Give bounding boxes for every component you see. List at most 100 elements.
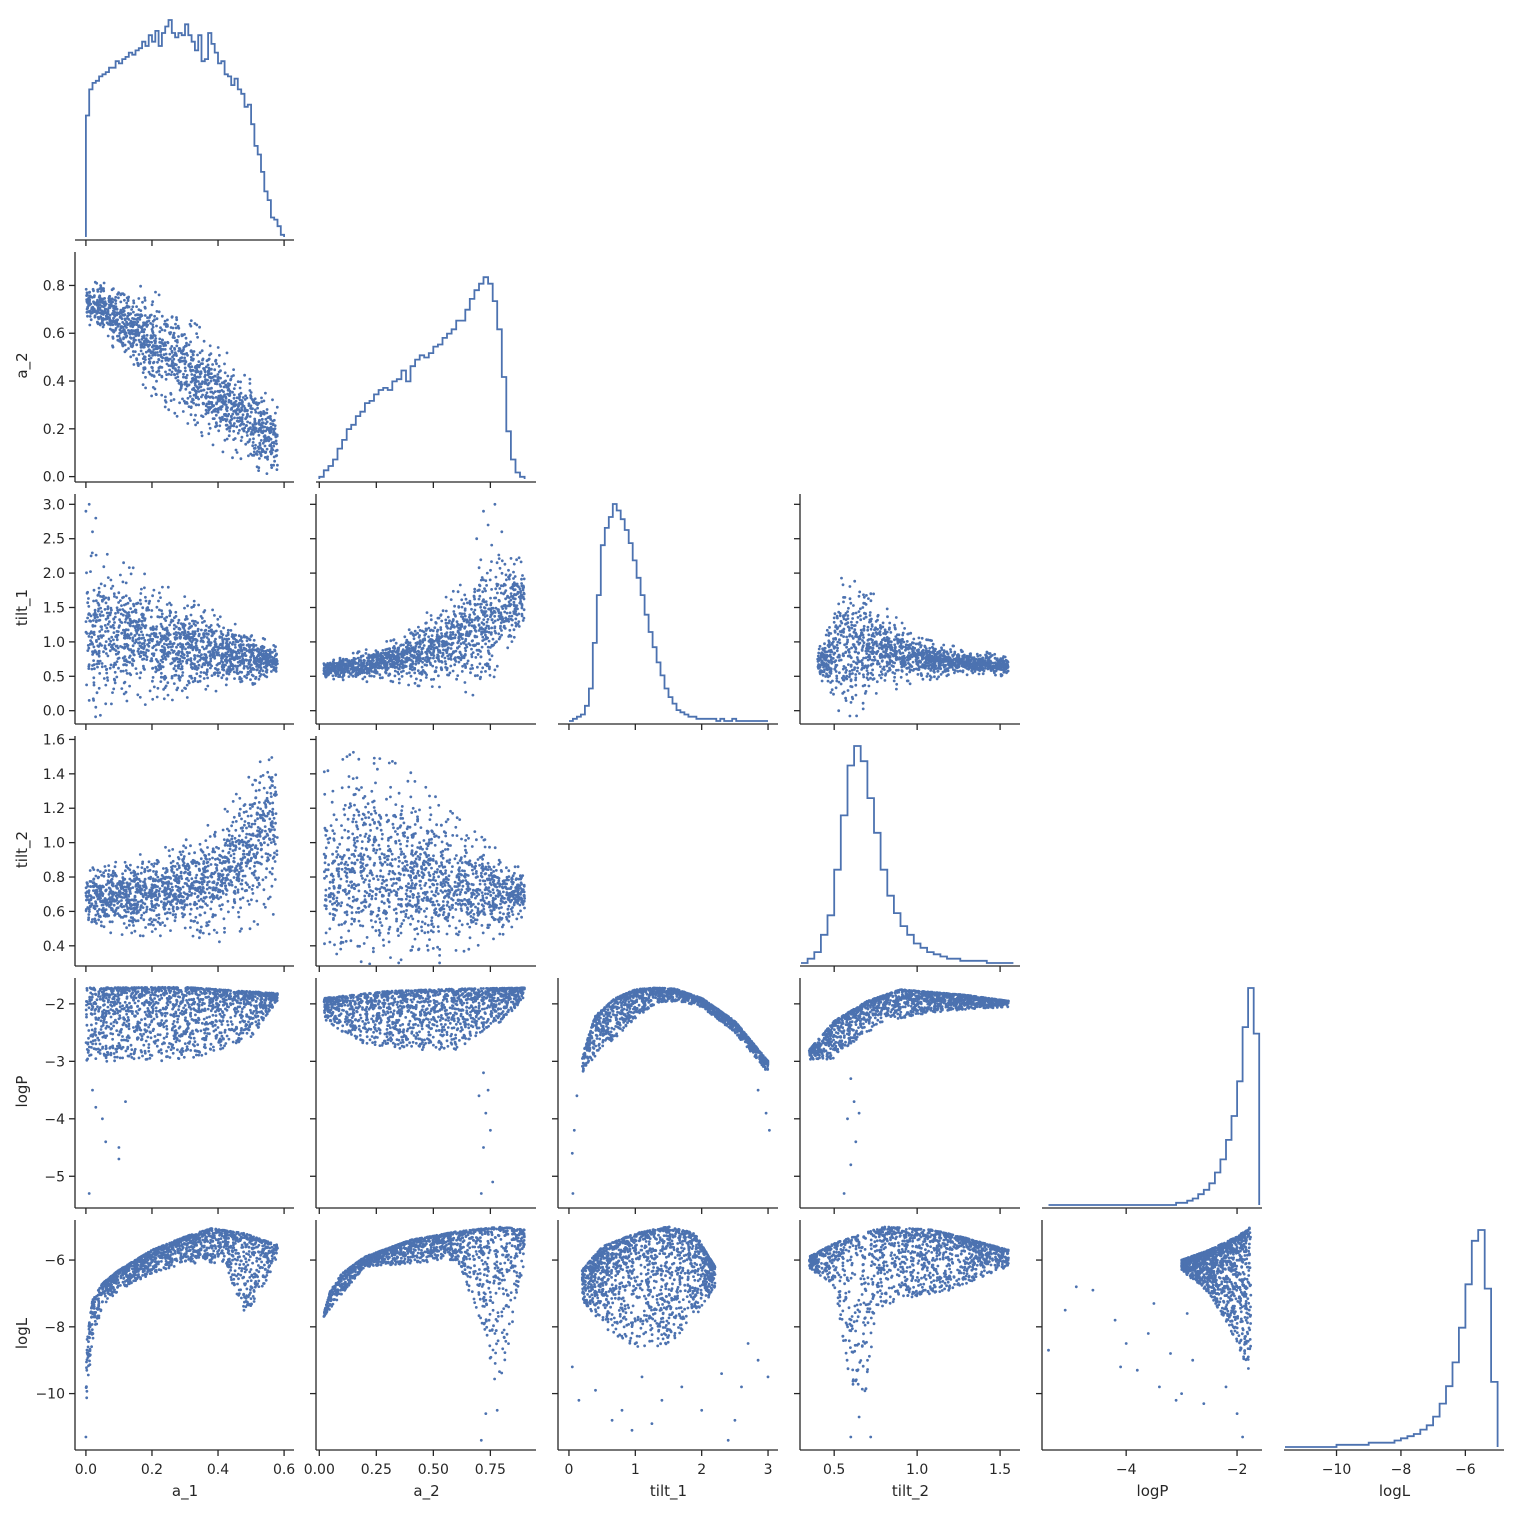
scatter-point xyxy=(130,610,134,614)
scatter-point xyxy=(175,902,179,905)
scatter-point xyxy=(160,375,164,379)
scatter-point xyxy=(98,642,102,646)
scatter-point xyxy=(200,431,203,434)
scatter-point xyxy=(129,632,133,636)
scatter-point xyxy=(248,438,252,441)
scatter-point xyxy=(218,671,222,675)
scatter-point xyxy=(256,885,259,889)
scatter-point xyxy=(235,878,239,882)
scatter-point xyxy=(220,676,224,680)
scatter-point xyxy=(274,668,278,671)
scatter-point xyxy=(142,911,146,915)
scatter-point xyxy=(259,657,263,661)
scatter-point xyxy=(189,844,192,848)
scatter-point xyxy=(258,760,262,764)
scatter-point xyxy=(153,351,157,354)
scatter-point xyxy=(214,913,217,917)
scatter-point xyxy=(252,648,256,652)
scatter-point xyxy=(192,920,196,923)
scatter-point xyxy=(251,441,255,444)
scatter-point xyxy=(226,810,229,813)
scatter-point xyxy=(107,875,111,878)
scatter-point xyxy=(218,876,221,879)
scatter-point xyxy=(127,887,131,891)
scatter-point xyxy=(150,638,154,642)
scatter-point xyxy=(199,639,203,643)
scatter-point xyxy=(270,776,274,779)
scatter-point xyxy=(181,850,185,853)
scatter-point xyxy=(113,670,117,674)
scatter-point xyxy=(143,306,147,310)
scatter-point xyxy=(147,923,151,926)
scatter-point xyxy=(275,853,279,856)
scatter-point xyxy=(181,410,185,413)
scatter-point xyxy=(203,375,207,379)
scatter-point xyxy=(142,664,145,668)
scatter-point xyxy=(175,363,178,367)
scatter-point xyxy=(243,406,247,410)
scatter-point xyxy=(245,639,249,643)
scatter-point xyxy=(229,421,232,425)
scatter-point xyxy=(181,659,185,663)
scatter-point xyxy=(158,337,162,341)
scatter-point xyxy=(175,907,179,911)
scatter-point xyxy=(129,572,133,576)
scatter-point xyxy=(132,301,136,305)
scatter-point xyxy=(178,657,182,661)
scatter-point xyxy=(211,648,214,652)
scatter-point xyxy=(161,338,164,342)
scatter-point xyxy=(177,864,181,868)
scatter-point xyxy=(199,925,203,929)
scatter-point xyxy=(240,887,244,891)
scatter-point xyxy=(89,554,93,558)
x-tick-label: −6 xyxy=(1455,1462,1476,1478)
scatter-point xyxy=(131,636,135,640)
scatter-point xyxy=(201,876,205,880)
scatter-point xyxy=(104,640,108,643)
scatter-point xyxy=(207,661,211,665)
scatter-point xyxy=(258,450,261,454)
scatter-point xyxy=(119,300,123,304)
scatter-point xyxy=(151,369,155,373)
scatter-point xyxy=(203,619,206,623)
scatter-point xyxy=(121,310,125,314)
scatter-point xyxy=(226,899,230,903)
scatter-point xyxy=(189,340,193,344)
scatter-point xyxy=(160,328,164,332)
scatter-point xyxy=(119,599,122,602)
scatter-point xyxy=(233,622,237,626)
scatter-outlier-point xyxy=(84,509,88,513)
scatter-point xyxy=(132,918,136,922)
scatter-point xyxy=(172,398,176,401)
scatter-point xyxy=(141,383,145,386)
scatter-point xyxy=(99,920,103,924)
scatter-point xyxy=(204,672,208,675)
scatter-point xyxy=(221,849,225,853)
scatter-point xyxy=(141,328,145,331)
scatter-point xyxy=(112,638,115,642)
scatter-point xyxy=(248,638,252,642)
scatter-point xyxy=(86,649,90,652)
histogram-panel-a_1 xyxy=(75,19,294,246)
scatter-point xyxy=(253,408,257,412)
scatter-point xyxy=(199,385,203,389)
scatter-point xyxy=(217,872,221,876)
scatter-point xyxy=(87,605,91,608)
scatter-point xyxy=(228,654,231,658)
scatter-point xyxy=(269,422,273,426)
scatter-point xyxy=(196,395,199,399)
scatter-point xyxy=(237,651,241,655)
scatter-point xyxy=(237,870,241,874)
scatter-point xyxy=(190,373,194,376)
scatter-point xyxy=(232,876,236,879)
scatter-point xyxy=(173,865,177,868)
scatter-point xyxy=(113,865,117,869)
scatter-point xyxy=(115,896,119,900)
histogram-panel-logP xyxy=(1042,987,1262,1214)
scatter-point xyxy=(192,599,196,603)
scatter-point xyxy=(196,370,200,374)
scatter-point xyxy=(90,635,94,639)
scatter-point xyxy=(241,843,245,847)
scatter-point xyxy=(192,393,196,397)
scatter-point xyxy=(194,864,198,868)
